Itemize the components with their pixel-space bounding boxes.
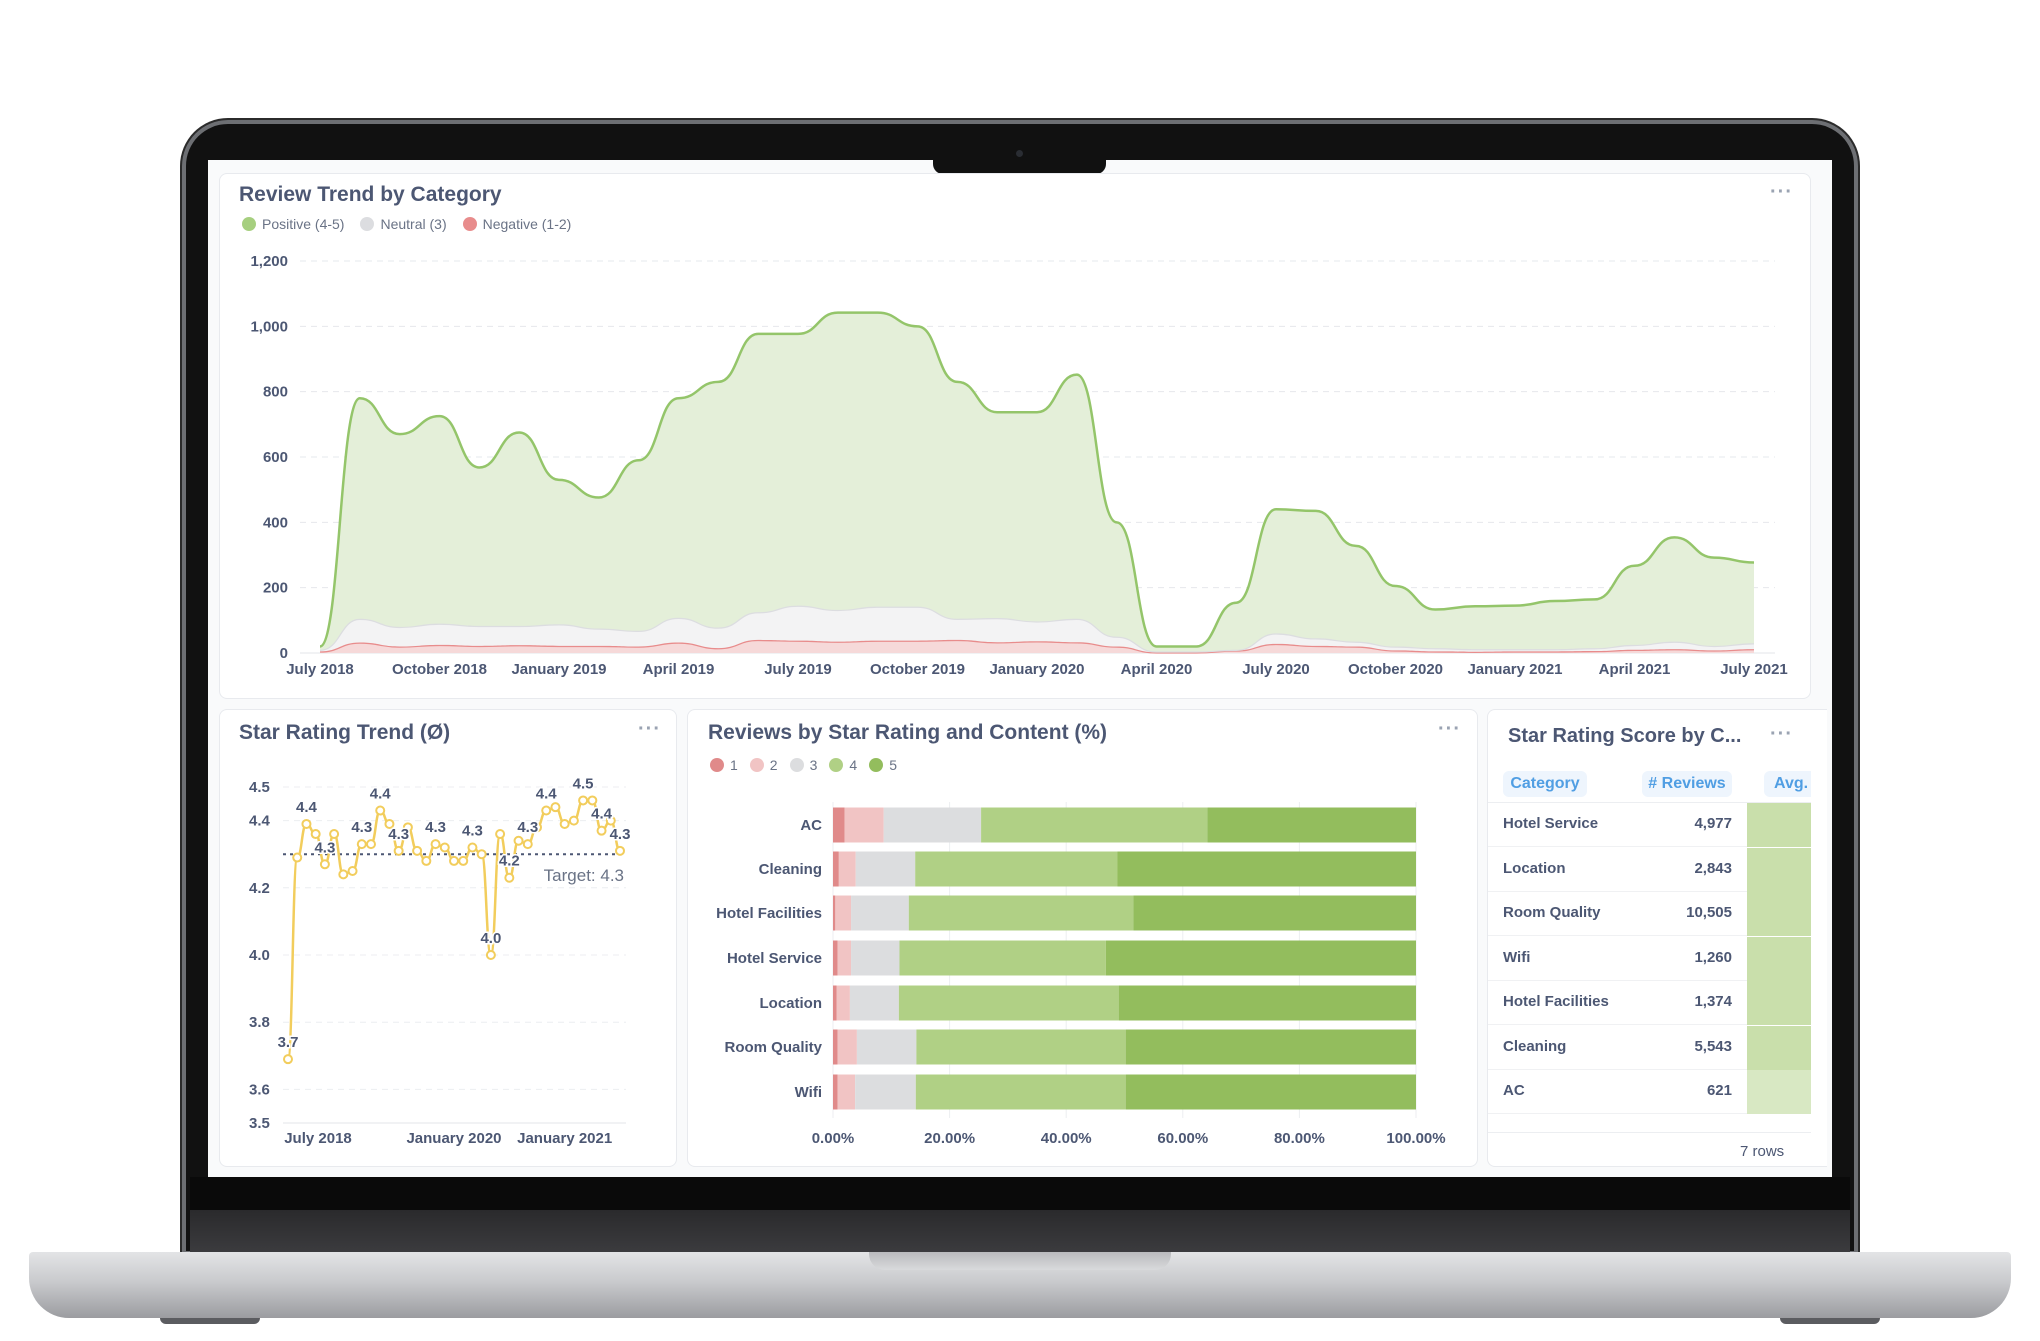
star-content-legend: 1 2 3 4 5: [710, 757, 897, 773]
category-cell: Wifi: [1503, 949, 1531, 966]
table-row[interactable]: Hotel Facilities 1,374: [1488, 981, 1811, 1025]
legend-item-4[interactable]: 4: [829, 757, 857, 773]
star-trend-menu-icon[interactable]: ···: [638, 718, 661, 740]
table-row[interactable]: AC 621: [1488, 1070, 1811, 1114]
reviews-cell: 2,843: [1694, 860, 1732, 877]
legend-dot-icon: [789, 758, 804, 772]
legend-item-positive[interactable]: Positive (4-5): [242, 216, 344, 232]
avg-rating-cell: [1747, 892, 1811, 936]
laptop-foot: [1780, 1318, 1880, 1324]
reviews-cell: 5,543: [1694, 1038, 1732, 1055]
category-cell: Room Quality: [1503, 904, 1601, 921]
legend-item-2[interactable]: 2: [749, 757, 778, 773]
avg-rating-cell: [1747, 981, 1811, 1025]
star-trend-title: Star Rating Trend (Ø): [239, 721, 451, 744]
reviews-cell: 621: [1706, 1082, 1732, 1099]
legend-item-5[interactable]: 5: [869, 757, 897, 773]
legend-item-1[interactable]: 1: [710, 757, 738, 773]
avg-rating-cell: [1747, 803, 1811, 847]
screen-chin: [190, 1177, 1850, 1210]
table-row[interactable]: Wifi 1,260: [1488, 937, 1811, 981]
reviews-cell: 4,977: [1694, 815, 1732, 832]
legend-item-negative[interactable]: Negative (1-2): [462, 216, 572, 232]
legend-dot-icon: [749, 758, 764, 772]
table-row[interactable]: Location 2,843: [1488, 848, 1811, 892]
review-trend-card: [219, 173, 1811, 699]
legend-label: 4: [849, 757, 858, 773]
legend-item-3[interactable]: 3: [789, 757, 818, 773]
legend-label: 5: [889, 757, 897, 773]
legend-dot-icon: [869, 758, 884, 772]
review-trend-legend: Positive (4-5) Neutral (3) Negative (1-2…: [242, 216, 571, 232]
score-table-menu-icon[interactable]: ···: [1770, 723, 1793, 745]
category-cell: Hotel Service: [1503, 815, 1599, 832]
legend-dot-icon: [462, 217, 477, 231]
column-header-reviews[interactable]: # Reviews: [1642, 771, 1732, 797]
laptop-foot: [160, 1318, 260, 1324]
star-content-menu-icon[interactable]: ···: [1438, 718, 1461, 740]
table-row[interactable]: Cleaning 5,543: [1488, 1026, 1811, 1070]
legend-dot-icon: [242, 217, 256, 231]
avg-rating-cell: [1747, 1026, 1811, 1070]
avg-rating-cell: [1747, 848, 1811, 892]
row-count: 7 rows: [1740, 1143, 1785, 1160]
column-header-avg-rating[interactable]: Avg. R: [1764, 771, 1811, 797]
camera-notch: [933, 158, 1106, 174]
laptop-hinge: [190, 1210, 1850, 1252]
column-header-category[interactable]: Category: [1503, 771, 1587, 797]
legend-label: 3: [809, 757, 818, 773]
legend-dot-icon: [829, 758, 844, 772]
avg-rating-cell: [1747, 1070, 1811, 1114]
legend-dot-icon: [360, 217, 375, 231]
legend-label: 1: [730, 757, 738, 773]
table-header-divider: [1488, 802, 1811, 803]
star-content-title: Reviews by Star Rating and Content (%): [708, 721, 1108, 744]
legend-label: 2: [769, 757, 778, 773]
table-row[interactable]: Hotel Service 4,977: [1488, 803, 1811, 847]
score-table-title: Star Rating Score by C...: [1508, 725, 1742, 747]
reviews-cell: 1,374: [1694, 993, 1732, 1010]
laptop-lid-opener: [869, 1252, 1171, 1270]
review-trend-title: Review Trend by Category: [239, 183, 502, 206]
review-trend-menu-icon[interactable]: ···: [1770, 181, 1793, 203]
reviews-cell: 10,505: [1686, 904, 1732, 921]
category-cell: Cleaning: [1503, 1038, 1567, 1055]
star-content-card: [687, 709, 1478, 1167]
legend-label: Neutral (3): [380, 216, 447, 232]
table-footer-divider: [1488, 1132, 1811, 1133]
legend-label: Positive (4-5): [262, 216, 345, 232]
category-cell: AC: [1503, 1082, 1525, 1099]
star-trend-card: [219, 709, 677, 1167]
legend-label: Negative (1-2): [482, 216, 572, 232]
category-cell: Hotel Facilities: [1503, 993, 1609, 1010]
category-cell: Location: [1503, 860, 1566, 877]
table-row[interactable]: Room Quality 10,505: [1488, 892, 1811, 936]
legend-item-neutral[interactable]: Neutral (3): [360, 216, 447, 232]
camera-icon: [1016, 150, 1023, 157]
avg-rating-cell: [1747, 937, 1811, 981]
legend-dot-icon: [710, 758, 724, 772]
reviews-cell: 1,260: [1694, 949, 1732, 966]
